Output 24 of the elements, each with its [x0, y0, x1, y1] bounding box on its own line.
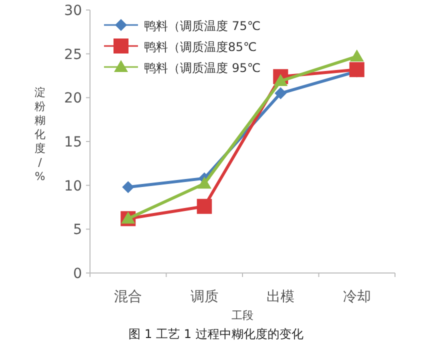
x-axis-title: 工段 — [232, 309, 254, 322]
point — [350, 49, 364, 62]
point — [122, 181, 134, 194]
y-tick-label: 10 — [64, 178, 82, 194]
y-tick-label: 15 — [64, 134, 82, 150]
x-tick-label: 出模 — [266, 289, 295, 305]
y-tick-label: 25 — [64, 46, 82, 63]
y-tick-label: 0 — [73, 266, 82, 282]
point — [349, 62, 364, 78]
y-tick-label: 5 — [73, 222, 82, 238]
point — [197, 176, 212, 189]
y-axis-title: 淀粉糊化度/% — [34, 86, 46, 183]
point — [196, 198, 212, 214]
point — [274, 74, 288, 86]
text: 图 1 工艺 1 过程中糊化度的变化 — [128, 327, 304, 341]
x-tick-label: 冷却 — [342, 289, 371, 305]
y-tick-label: 20 — [64, 90, 82, 107]
x-tick-label: 混合 — [114, 289, 142, 305]
point — [274, 87, 287, 100]
legend-label: 鸭料（调质温度 75℃ — [144, 19, 261, 33]
x-tick-label: 调质 — [190, 289, 218, 305]
legend-label: 鸭料（调质温度 95℃ — [144, 61, 261, 75]
legend-label: 鸭料（调质温度85℃ — [144, 40, 257, 54]
y-tick-label: 30 — [64, 3, 82, 19]
